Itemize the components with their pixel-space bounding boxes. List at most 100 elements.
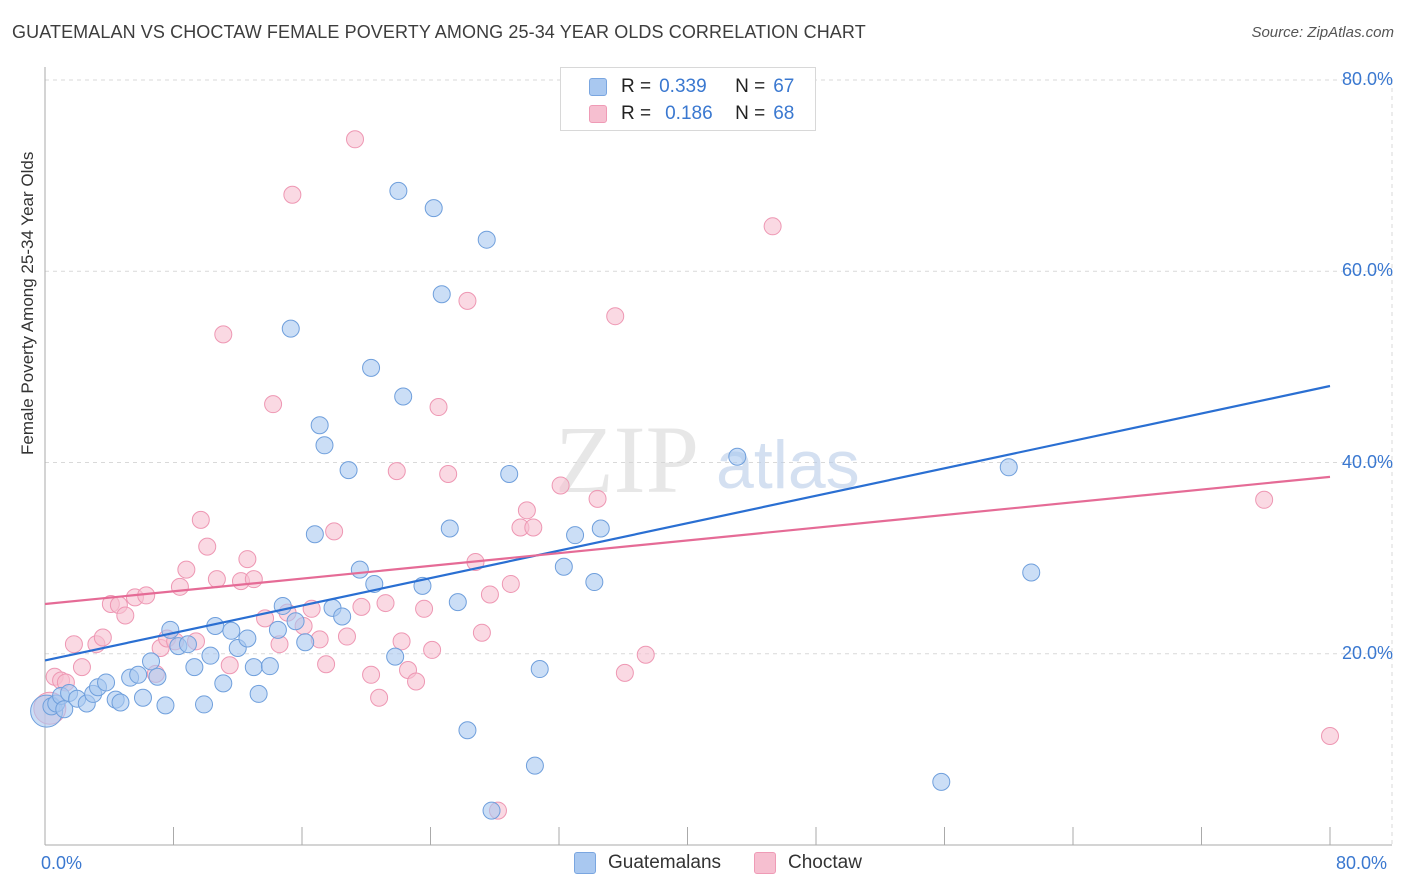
x-tick-max: 80.0%	[1336, 853, 1388, 873]
choctaw-point	[517, 501, 536, 520]
guatemalan-point	[201, 646, 220, 665]
choctaw-point	[439, 464, 458, 483]
choctaw-point	[480, 585, 499, 604]
choctaw-point	[606, 307, 625, 326]
guatemalan-point	[394, 387, 413, 406]
n-label: N =	[735, 103, 766, 124]
choctaw-point	[93, 628, 112, 647]
y-tick-label: 60.0%	[1341, 260, 1393, 281]
choctaw-point	[352, 597, 371, 616]
guatemalan-point	[142, 652, 161, 671]
choctaw-point	[346, 130, 365, 149]
n-value-guatemalans: 67	[773, 76, 795, 97]
guatemalan-point	[440, 519, 459, 538]
choctaw-point	[392, 632, 411, 651]
choctaw-point	[64, 635, 83, 654]
choctaw-point	[317, 655, 336, 674]
n-label: N =	[735, 76, 766, 97]
guatemalan-point	[566, 526, 585, 545]
n-value-choctaw: 68	[773, 103, 795, 124]
guatemalan-point	[148, 667, 167, 686]
guatemalan-point	[185, 658, 204, 677]
guatemalan-point	[238, 629, 257, 648]
choctaw-point	[170, 577, 189, 596]
legend-swatch-choctaw	[589, 105, 607, 123]
legend-swatch-guatemalans	[574, 852, 596, 874]
guatemalan-point	[339, 461, 358, 480]
guatemalan-point	[530, 660, 549, 679]
legend-label-guatemalans: Guatemalans	[608, 852, 722, 873]
y-tick-label: 80.0%	[1341, 69, 1393, 89]
guatemalan-point	[350, 560, 369, 579]
y-axis-label: Female Poverty Among 25-34 Year Olds	[18, 151, 37, 455]
guatemalan-point	[424, 199, 443, 218]
choctaw-point	[423, 640, 442, 659]
guatemalan-point	[156, 696, 175, 715]
legend-row-choctaw: R = 0.186 N = 68	[589, 103, 794, 125]
choctaw-point	[191, 510, 210, 529]
trend-lines	[44, 384, 1331, 662]
choctaw-point	[283, 185, 302, 204]
guatemalan-point	[133, 688, 152, 707]
watermark: ZIP atlas	[555, 406, 860, 513]
guatemalan-point	[389, 181, 408, 200]
guatemalan-point	[932, 772, 951, 791]
guatemalan-point	[728, 447, 747, 466]
legend-label-choctaw: Choctaw	[788, 852, 862, 873]
guatemalan-point	[111, 693, 130, 712]
choctaw-point	[198, 537, 217, 556]
y-tick-label: 40.0%	[1341, 451, 1393, 472]
guatemalan-point	[585, 573, 604, 592]
choctaw-point	[472, 623, 491, 642]
r-label: R =	[621, 76, 652, 97]
choctaw-point	[370, 688, 389, 707]
choctaw-point	[524, 518, 543, 537]
guatemalan-point	[482, 801, 501, 820]
choctaw-point	[763, 217, 782, 236]
guatemalan-point	[281, 319, 300, 338]
guatemalan-point	[268, 620, 287, 639]
legend-row-guatemalans: R = 0.339 N = 67	[589, 76, 794, 98]
r-value-choctaw: 0.186	[665, 103, 713, 124]
guatemalan-point	[305, 525, 324, 544]
guatemalan-point	[97, 673, 116, 692]
choctaw-point	[1321, 726, 1339, 745]
guatemalan-point	[477, 230, 496, 249]
guatemalan-point	[249, 684, 268, 703]
guatemalan-points	[30, 181, 1041, 820]
r-value-guatemalans: 0.339	[659, 76, 707, 97]
guatemalan-point	[129, 665, 148, 684]
guatemalan-point	[458, 721, 477, 740]
x-tick-min: 0.0%	[41, 853, 83, 873]
guatemalan-point	[386, 647, 405, 666]
guatemalan-point	[222, 621, 241, 640]
choctaw-trend-line	[44, 475, 1331, 606]
choctaw-point	[238, 550, 257, 569]
guatemalan-point	[591, 519, 610, 538]
choctaw-point	[415, 599, 434, 618]
guatemalan-point	[362, 358, 381, 377]
choctaw-point	[325, 522, 344, 541]
choctaw-point	[551, 476, 570, 495]
watermark-zip: ZIP	[555, 406, 699, 513]
choctaw-point	[407, 672, 426, 691]
guatemalan-trend-line	[44, 384, 1331, 662]
guatemalan-point	[286, 612, 305, 631]
choctaw-point	[177, 560, 196, 579]
choctaw-point	[362, 665, 381, 684]
y-tick-label: 20.0%	[1341, 642, 1393, 663]
legend-item-guatemalans[interactable]: Guatemalans	[574, 852, 721, 874]
correlation-legend: R = 0.339 N = 67 R = 0.186 N = 68	[560, 67, 816, 131]
guatemalan-point	[296, 633, 315, 652]
guatemalan-point	[999, 458, 1018, 477]
choctaw-point	[429, 398, 448, 417]
guatemalan-point	[448, 593, 467, 612]
legend-swatch-choctaw	[754, 852, 776, 874]
guatemalan-point	[554, 557, 573, 576]
choctaw-point	[615, 663, 634, 682]
legend-item-choctaw[interactable]: Choctaw	[754, 852, 862, 874]
choctaw-point	[1255, 490, 1274, 509]
choctaw-point	[588, 489, 607, 508]
chart-title: GUATEMALAN VS CHOCTAW FEMALE POVERTY AMO…	[12, 22, 866, 42]
choctaw-point	[214, 325, 233, 344]
